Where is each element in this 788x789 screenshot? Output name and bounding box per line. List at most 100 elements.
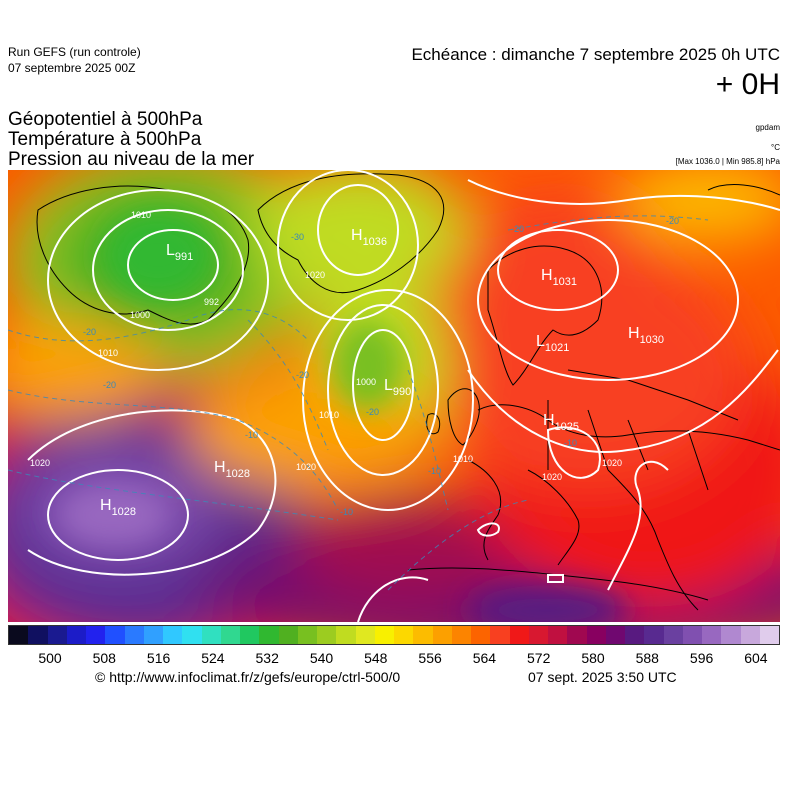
color-scale-swatch <box>297 626 317 644</box>
color-scale-swatch <box>605 626 625 644</box>
svg-text:1010: 1010 <box>319 410 339 420</box>
pressure-centers: H1036 H1031 H1030 H1025 H1028 H1028 L991… <box>100 227 664 518</box>
color-scale-tick-label: 548 <box>364 650 388 666</box>
svg-text:-10: -10 <box>428 466 441 476</box>
color-scale-swatch <box>471 626 491 644</box>
color-scale-swatch <box>240 626 260 644</box>
lead-time: + 0H <box>715 68 780 101</box>
svg-text:-20: -20 <box>296 370 309 380</box>
color-scale-tick-label: 524 <box>201 650 225 666</box>
isobar-labels: 1010 992 1000 1010 1020 1000 1010 1020 1… <box>30 210 622 482</box>
run-date: 07 septembre 2025 00Z <box>8 61 136 75</box>
param-pressure: Pression au niveau de la mer <box>8 149 255 170</box>
color-scale-tick-label: 540 <box>309 650 334 666</box>
run-name: Run GEFS (run controle) <box>8 45 141 59</box>
weather-map: H1036 H1031 H1030 H1025 H1028 H1028 L991… <box>8 170 780 622</box>
color-scale-tick-label: 532 <box>255 650 279 666</box>
color-scale-swatch <box>490 626 510 644</box>
color-scale-tick-label: 556 <box>418 650 442 666</box>
svg-text:1010: 1010 <box>453 454 473 464</box>
color-scale-tick-label: 500 <box>38 650 62 666</box>
color-scale-swatch <box>66 626 86 644</box>
param-temperature: Température à 500hPa <box>8 129 202 150</box>
color-scale-swatch <box>105 626 125 644</box>
high-center-label: H1025 <box>543 412 579 433</box>
color-scale-tick-label: 604 <box>744 650 768 666</box>
color-scale <box>8 625 780 645</box>
svg-text:1020: 1020 <box>30 458 50 468</box>
color-scale-swatch <box>586 626 606 644</box>
color-scale-tick-label: 516 <box>146 650 171 666</box>
color-scale-swatch <box>528 626 548 644</box>
source-url: © http://www.infoclimat.fr/z/gefs/europe… <box>95 669 401 685</box>
color-scale-swatch <box>259 626 279 644</box>
color-scale-swatch <box>220 626 240 644</box>
color-scale-swatch <box>682 626 702 644</box>
low-center-label: L990 <box>384 377 411 398</box>
svg-text:-20: -20 <box>366 407 379 417</box>
temperature-labels: -20 -30 -20 -20 -20 -20 -10 -10 -20 -10 … <box>83 216 679 517</box>
svg-text:-20: -20 <box>103 380 116 390</box>
color-scale-swatch <box>9 626 29 644</box>
color-scale-swatch <box>413 626 433 644</box>
svg-text:1020: 1020 <box>296 462 316 472</box>
high-center-label: H1031 <box>541 267 577 288</box>
coastlines <box>36 173 780 611</box>
unit-temperature: °C <box>771 143 780 152</box>
color-scale-swatch <box>317 626 337 644</box>
color-scale-swatch <box>663 626 683 644</box>
color-scale-swatch <box>124 626 144 644</box>
color-scale-swatch <box>721 626 741 644</box>
color-scale-swatch <box>432 626 452 644</box>
svg-text:992: 992 <box>204 297 219 307</box>
color-scale-swatch <box>182 626 202 644</box>
color-scale-swatch <box>567 626 587 644</box>
color-scale-swatch <box>336 626 356 644</box>
svg-text:1000: 1000 <box>356 377 376 387</box>
svg-text:1010: 1010 <box>98 348 118 358</box>
svg-text:-30: -30 <box>291 232 304 242</box>
high-center-label: H1028 <box>214 459 250 480</box>
color-scale-tick-label: 588 <box>635 650 659 666</box>
svg-text:1020: 1020 <box>305 270 325 280</box>
svg-text:1020: 1020 <box>602 458 622 468</box>
generation-time: 07 sept. 2025 3:50 UTC <box>528 669 677 685</box>
svg-text:-20: -20 <box>666 216 679 226</box>
color-scale-swatch <box>509 626 529 644</box>
svg-text:-20: -20 <box>511 224 524 234</box>
color-scale-swatch <box>702 626 722 644</box>
color-scale-swatch <box>28 626 48 644</box>
center-letter: H <box>351 227 363 244</box>
color-scale-swatch <box>163 626 183 644</box>
color-scale-swatch <box>86 626 106 644</box>
color-scale-tick-label: 580 <box>581 650 605 666</box>
color-scale-swatch <box>644 626 664 644</box>
low-center-label: L1021 <box>536 333 569 354</box>
svg-text:1000: 1000 <box>130 310 150 320</box>
color-scale-swatch <box>548 626 568 644</box>
high-center-label: H1028 <box>100 497 136 518</box>
center-value: 1036 <box>363 236 387 248</box>
forecast-valid-time: Echéance : dimanche 7 septembre 2025 0h … <box>411 45 780 64</box>
color-scale-swatch <box>143 626 163 644</box>
color-scale-swatch <box>740 626 760 644</box>
param-geopotential: Géopotentiel à 500hPa <box>8 109 203 130</box>
color-scale-swatch <box>201 626 221 644</box>
svg-text:-10: -10 <box>564 438 577 448</box>
high-center-label: H1036 <box>351 227 387 248</box>
svg-text:-20: -20 <box>83 327 96 337</box>
isobars <box>27 170 780 622</box>
color-scale-tick-label: 564 <box>472 650 497 666</box>
low-center-label: L991 <box>166 242 193 263</box>
color-scale-swatch <box>374 626 394 644</box>
color-scale-tick-label: 508 <box>92 650 116 666</box>
color-scale-swatch <box>355 626 375 644</box>
color-scale-swatch <box>394 626 414 644</box>
color-scale-tick-label: 596 <box>689 650 714 666</box>
unit-geopotential: gpdam <box>755 123 780 132</box>
color-scale-tick-label: 572 <box>527 650 551 666</box>
high-center-label: H1030 <box>628 325 664 346</box>
unit-pressure-range: [Max 1036.0 | Min 985.8] hPa <box>675 157 780 166</box>
color-scale-swatch <box>451 626 471 644</box>
svg-text:-10: -10 <box>340 507 353 517</box>
